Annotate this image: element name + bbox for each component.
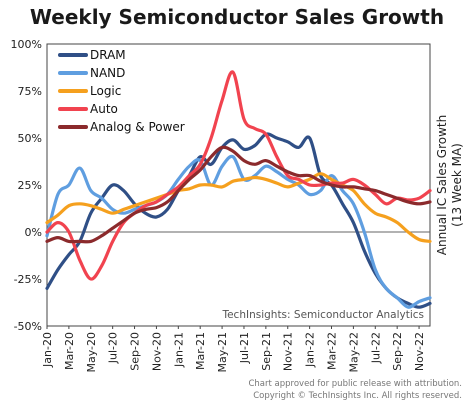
footer-approval-note: Chart approved for public release with a… xyxy=(248,379,462,389)
y-tick-label: -50% xyxy=(14,320,42,333)
series-layer xyxy=(45,70,432,309)
x-tick-label: Jan-20 xyxy=(41,332,54,368)
series-line-analog-power xyxy=(45,145,432,244)
series-line-dram xyxy=(45,132,432,309)
legend-label: Analog & Power xyxy=(90,120,185,134)
x-axis-ticks: Jan-20 Mar-20 May-20 Jul-20 Sep-20 Nov-20 Jan-… xyxy=(41,326,426,373)
y-axis-title: Annual IC Sales Growth(13 Week MA) xyxy=(435,115,464,255)
x-tick-label: Sep-22 xyxy=(391,332,404,371)
watermark-annotation: TechInsights: Semiconductor Analytics xyxy=(221,309,424,321)
y-tick-label: -25% xyxy=(14,273,42,286)
x-tick-label: Nov-20 xyxy=(150,332,163,371)
x-tick-label: May-20 xyxy=(85,332,98,373)
x-tick-label: Jul-21 xyxy=(238,332,251,364)
y-tick-label: 75% xyxy=(18,85,42,98)
x-tick-label: May-22 xyxy=(347,332,360,373)
x-tick-label: Mar-22 xyxy=(326,332,339,370)
y-tick-label: 100% xyxy=(11,38,42,51)
legend: DRAM NAND Logic Auto Analog & Power xyxy=(58,48,185,134)
y-axis-ticks: 100% 75% 50% 25% 0% -25% -50% xyxy=(11,38,42,333)
x-tick-label: Nov-21 xyxy=(282,332,295,371)
x-tick-label: Nov-22 xyxy=(413,332,426,371)
x-tick-label: Jan-22 xyxy=(304,332,317,368)
x-tick-label: Sep-21 xyxy=(260,332,273,371)
series-line-logic xyxy=(45,172,432,243)
x-tick-label: Jul-20 xyxy=(107,332,120,364)
footer-copyright: Copyright © TechInsights Inc. All rights… xyxy=(253,391,462,401)
x-tick-label: Jul-22 xyxy=(369,332,382,364)
x-tick-label: Mar-21 xyxy=(194,332,207,370)
x-tick-label: May-21 xyxy=(216,332,229,373)
y-tick-label: 25% xyxy=(18,179,42,192)
series-line-auto xyxy=(45,70,432,281)
series-line-nand xyxy=(45,154,432,309)
x-tick-label: Mar-20 xyxy=(63,332,76,370)
chart-title: Weekly Semiconductor Sales Growth xyxy=(29,5,445,29)
legend-label: Auto xyxy=(90,102,118,116)
x-tick-label: Sep-20 xyxy=(129,332,142,371)
legend-label: NAND xyxy=(90,66,125,80)
y-tick-label: 50% xyxy=(18,132,42,145)
y-tick-label: 0% xyxy=(25,226,42,239)
legend-label: Logic xyxy=(90,84,121,98)
legend-label: DRAM xyxy=(90,48,126,62)
x-tick-label: Jan-21 xyxy=(172,332,185,368)
